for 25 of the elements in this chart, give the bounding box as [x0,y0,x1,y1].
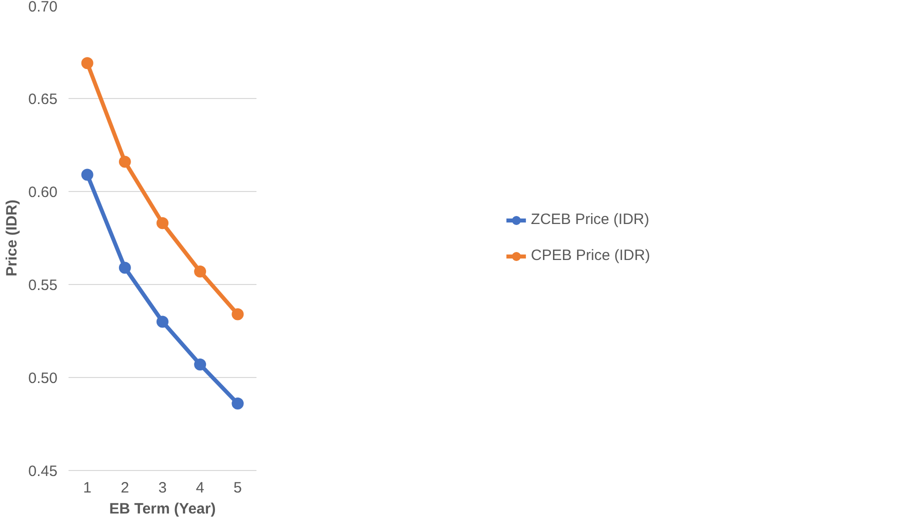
y-tick-label: 0.65 [28,91,58,108]
point [232,398,244,410]
y-tick-label: 0.55 [28,277,58,294]
legend-label: ZCEB Price (IDR) [530,211,650,228]
legend-label: CPEB Price (IDR) [530,247,650,264]
point [156,316,168,328]
x-tick-label: 2 [120,480,130,496]
point [81,57,94,70]
point [194,265,206,278]
y-tick-label: 0.70 [28,0,58,16]
point [232,308,244,320]
point [156,217,168,230]
y-tick-label: 0.50 [28,370,58,387]
x-tick-label: 4 [196,480,204,496]
x-axis-title: EB Term (Year) [109,500,216,518]
y-axis-title: Price (IDR) [3,200,20,276]
point [81,168,94,181]
x-tick-label: 5 [234,480,242,496]
y-tick-label: 0.60 [28,184,58,201]
point [118,262,131,274]
y-tick-label: 0.45 [28,463,58,480]
x-tick-label: 1 [83,480,92,496]
point [118,156,131,168]
point [194,358,206,370]
x-tick-label: 3 [158,480,167,496]
